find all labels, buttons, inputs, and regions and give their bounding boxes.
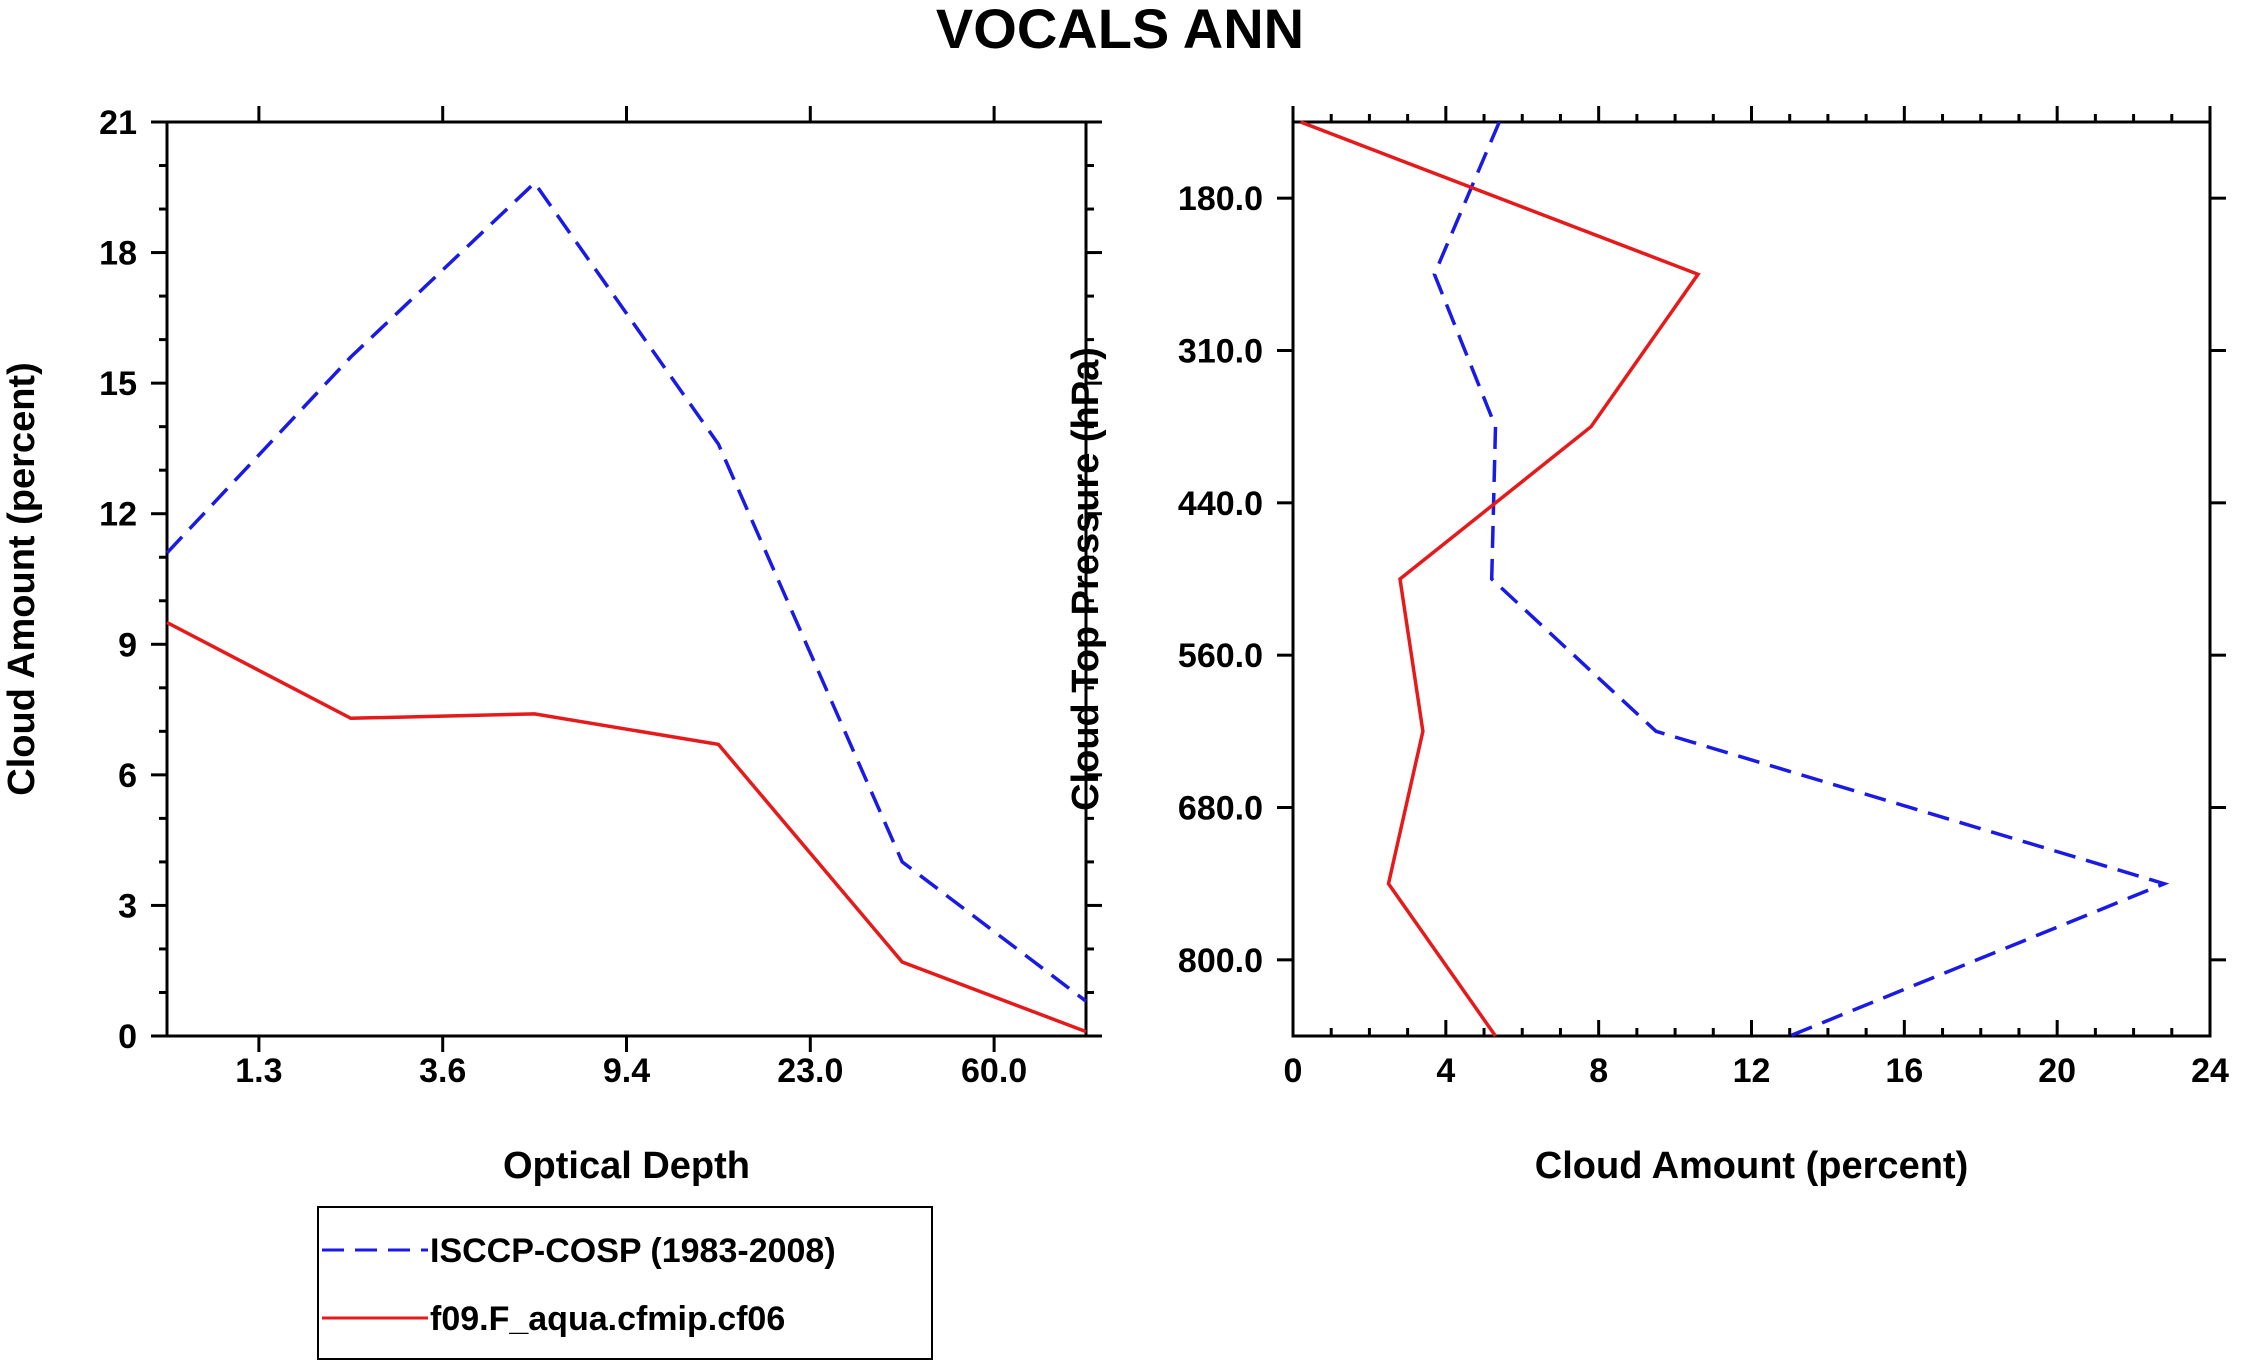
x-tick-label: 3.6 bbox=[419, 1052, 466, 1090]
y-tick-label: 680.0 bbox=[1178, 790, 1263, 828]
y-tick-label: 180.0 bbox=[1178, 180, 1263, 218]
series-line-isccp bbox=[1432, 121, 2170, 1038]
x-tick-label: 9.4 bbox=[603, 1052, 650, 1090]
x-axis-label: Optical Depth bbox=[503, 1145, 750, 1187]
y-tick-label: 12 bbox=[99, 496, 137, 534]
series-line-model bbox=[166, 620, 1087, 1034]
optical-depth-panel: 0 3 6 9 12 15 18 21 1.3 3.6 9.4 23.0 60.0 Optical Dep… bbox=[1, 104, 1102, 1187]
legend: ISCCP-COSP (1983-2008) f09.F_aqua.cfmip.… bbox=[317, 1206, 933, 1360]
series-line-model bbox=[1299, 120, 1701, 1038]
x-tick-label: 4 bbox=[1436, 1052, 1455, 1090]
x-tick-label: 23.0 bbox=[777, 1052, 843, 1090]
y-tick-label: 800.0 bbox=[1178, 942, 1263, 980]
y-tick-label: 15 bbox=[99, 365, 137, 403]
x-tick-label: 1.3 bbox=[235, 1052, 282, 1090]
x-tick-label: 0 bbox=[1284, 1052, 1303, 1090]
x-axis-label: Cloud Amount (percent) bbox=[1535, 1145, 1968, 1187]
legend-label-model: f09.F_aqua.cfmip.cf06 bbox=[430, 1300, 785, 1338]
x-tick-label: 8 bbox=[1589, 1052, 1608, 1090]
legend-label-isccp: ISCCP-COSP (1983-2008) bbox=[430, 1232, 836, 1270]
y-tick-label: 310.0 bbox=[1178, 333, 1263, 371]
y-tick-label: 9 bbox=[118, 626, 137, 664]
series-line-isccp bbox=[165, 180, 1088, 1003]
y-tick-label: 21 bbox=[99, 104, 137, 142]
y-tick-label: 6 bbox=[118, 757, 137, 795]
y-tick-label: 3 bbox=[118, 887, 137, 925]
y-tick-label: 18 bbox=[99, 235, 137, 273]
x-tick-label: 16 bbox=[1885, 1052, 1923, 1090]
x-tick-label: 20 bbox=[2038, 1052, 2076, 1090]
y-tick-label: 0 bbox=[118, 1018, 137, 1056]
chart-title: VOCALS ANN bbox=[936, 0, 1304, 60]
y-axis-label: Cloud Amount (percent) bbox=[1, 362, 43, 795]
legend-box bbox=[317, 1206, 933, 1360]
y-tick-label: 440.0 bbox=[1178, 485, 1263, 523]
x-tick-label: 12 bbox=[1733, 1052, 1771, 1090]
x-tick-label: 24 bbox=[2191, 1052, 2229, 1090]
y-tick-label: 560.0 bbox=[1178, 637, 1263, 675]
pressure-profile-panel: 0 4 8 12 16 20 24 180.0 310.0 440.0 560.0 680.0 800.… bbox=[1065, 106, 2229, 1187]
y-axis-label: Cloud Top Pressure (hPa) bbox=[1065, 347, 1107, 811]
x-tick-label: 60.0 bbox=[961, 1052, 1027, 1090]
right-plot-frame bbox=[1291, 120, 2212, 1038]
